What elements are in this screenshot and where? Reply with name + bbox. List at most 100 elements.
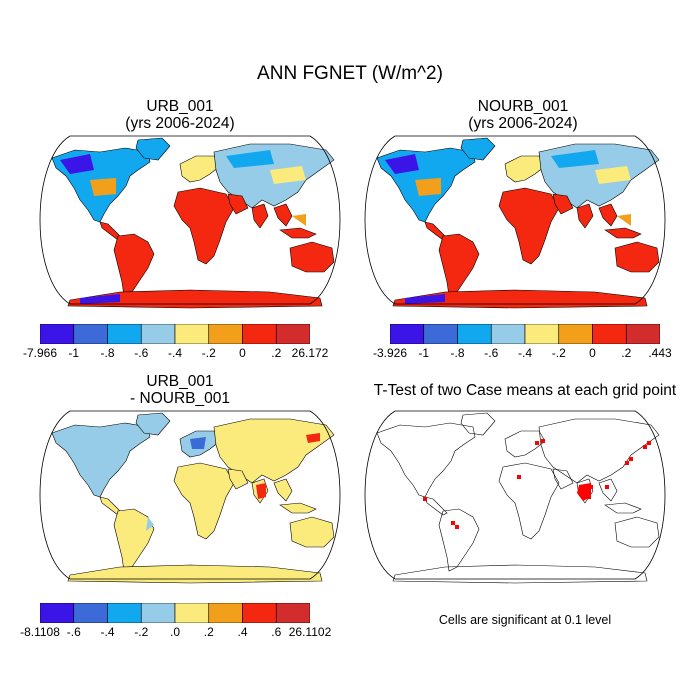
continent-europe	[504, 155, 546, 183]
colorbar-tick-label: .0	[169, 625, 181, 639]
continent-antarctica	[392, 564, 648, 584]
map-frame	[364, 410, 666, 580]
significant-cell-11	[517, 475, 521, 479]
colorbar-tick-label: .2	[271, 346, 282, 360]
continent-australia	[289, 241, 335, 273]
colorbar-nourb-labels: -3.926 -1 -.8 -.6 -.4 -.2 0 .2 .443	[373, 346, 672, 362]
data-patch-5	[80, 294, 120, 304]
panel-title-urb-line1: URB_001	[146, 98, 214, 115]
colorbar-box-7	[275, 324, 310, 344]
colorbar-tick-label: -1	[418, 346, 430, 360]
colorbar-urb-labels: -7.966 -1 -.8 -.6 -.4 -.2 0 .2 26.172	[23, 346, 328, 362]
colorbar-box-2	[457, 324, 492, 344]
colorbar-box-6	[242, 324, 277, 344]
ocean-background	[365, 411, 665, 579]
continent-africa	[498, 462, 560, 540]
colorbar-tick-label: -8.1108	[20, 625, 60, 639]
continent-seAsia	[598, 478, 618, 502]
panel-title-diff: URB_001 - NOURB_001	[30, 373, 330, 407]
data-patch-2	[226, 150, 274, 168]
panel-title-diff-line1: URB_001	[146, 373, 214, 390]
continent-arabia	[227, 468, 249, 490]
continent-greenland	[135, 412, 171, 436]
continent-southAmerica	[438, 233, 480, 297]
continent-europe	[179, 155, 221, 183]
data-patch-0	[385, 154, 419, 174]
significant-cell-10	[423, 497, 427, 501]
continent-arabia	[227, 193, 249, 215]
colorbar-tick-label: -7.966	[22, 346, 58, 360]
colorbar-tick-label: -.6	[66, 625, 81, 639]
significant-cell-9	[455, 525, 459, 529]
continent-indonesia	[604, 502, 642, 514]
continent-arabia	[552, 193, 574, 215]
continent-greenland	[460, 412, 496, 436]
colorbar-tick-label: .443	[648, 346, 672, 360]
map-nourb	[364, 135, 666, 309]
data-patch-2	[551, 150, 599, 168]
continent-africa	[173, 187, 235, 265]
colorbar-tick-label: -3.926	[372, 346, 408, 360]
continent-africa	[173, 462, 235, 540]
figure-title: ANN FGNET (W/m^2)	[257, 63, 443, 84]
colorbar-tick-label: -.2	[134, 625, 149, 639]
colorbar-box-6	[592, 324, 627, 344]
colorbar-diff	[40, 603, 310, 623]
colorbar-box-1	[423, 324, 458, 344]
colorbar-tick-label: -.8	[100, 346, 115, 360]
significant-region-india	[577, 483, 591, 501]
significant-cell-7	[629, 457, 633, 461]
significant-cell-4	[535, 441, 539, 445]
panel-title-nourb-line1: NOURB_001	[477, 98, 569, 115]
colorbar-tick-label: 0	[589, 346, 596, 360]
panel-title-diff-line2: - NOURB_001	[130, 390, 230, 407]
continent-antarctica	[67, 289, 323, 309]
colorbar-box-2	[107, 324, 142, 344]
continent-northAmerica	[51, 422, 151, 498]
data-patch-5	[405, 294, 445, 304]
colorbar-box-7	[625, 324, 660, 344]
continent-seAsia	[273, 478, 293, 502]
continent-africa	[498, 187, 560, 265]
data-patch-0	[60, 154, 94, 174]
colorbar-tick-label: -.4	[100, 625, 115, 639]
significant-cell-5	[541, 439, 545, 443]
colorbar-box-4	[524, 324, 560, 344]
colorbar-tick-label: -.6	[484, 346, 499, 360]
map-urb	[39, 135, 341, 309]
map-frame	[39, 410, 341, 580]
data-patch-0	[256, 483, 266, 499]
continent-southAmerica	[113, 233, 155, 297]
continent-indonesia	[279, 227, 317, 239]
colorbar-box-6	[242, 603, 277, 623]
colorbar-tick-label: -.2	[201, 346, 216, 360]
continent-australia	[289, 516, 335, 548]
significant-cell-8	[451, 521, 455, 525]
map-ttest	[364, 410, 666, 584]
colorbar-box-5	[558, 324, 593, 344]
colorbar-tick-label: -.8	[450, 346, 465, 360]
colorbar-tick-label: 26.1102	[288, 625, 332, 639]
continent-india	[251, 203, 269, 229]
colorbar-tick-label: 26.172	[291, 346, 329, 360]
significance-note: Cells are significant at 0.1 level	[438, 613, 612, 627]
significant-cell-12	[643, 445, 647, 449]
colorbar-box-0	[40, 603, 75, 623]
colorbar-tick-label: -.2	[551, 346, 566, 360]
colorbar-tick-label: .4	[237, 625, 248, 639]
continent-europe	[504, 430, 546, 458]
data-patch-3	[270, 166, 306, 184]
colorbar-box-4	[174, 603, 210, 623]
map-frame	[39, 135, 341, 305]
map-diff	[39, 410, 341, 584]
colorbar-tick-label: -.4	[517, 346, 533, 360]
significant-cell-6	[625, 461, 629, 465]
continent-asia	[538, 418, 660, 484]
continent-antarctica	[392, 289, 648, 309]
colorbar-box-7	[275, 603, 310, 623]
continent-australia	[614, 241, 660, 273]
data-patch-4	[617, 214, 631, 226]
data-patch-3	[146, 517, 154, 531]
data-patch-1	[90, 178, 116, 196]
colorbar-box-0	[40, 324, 75, 344]
